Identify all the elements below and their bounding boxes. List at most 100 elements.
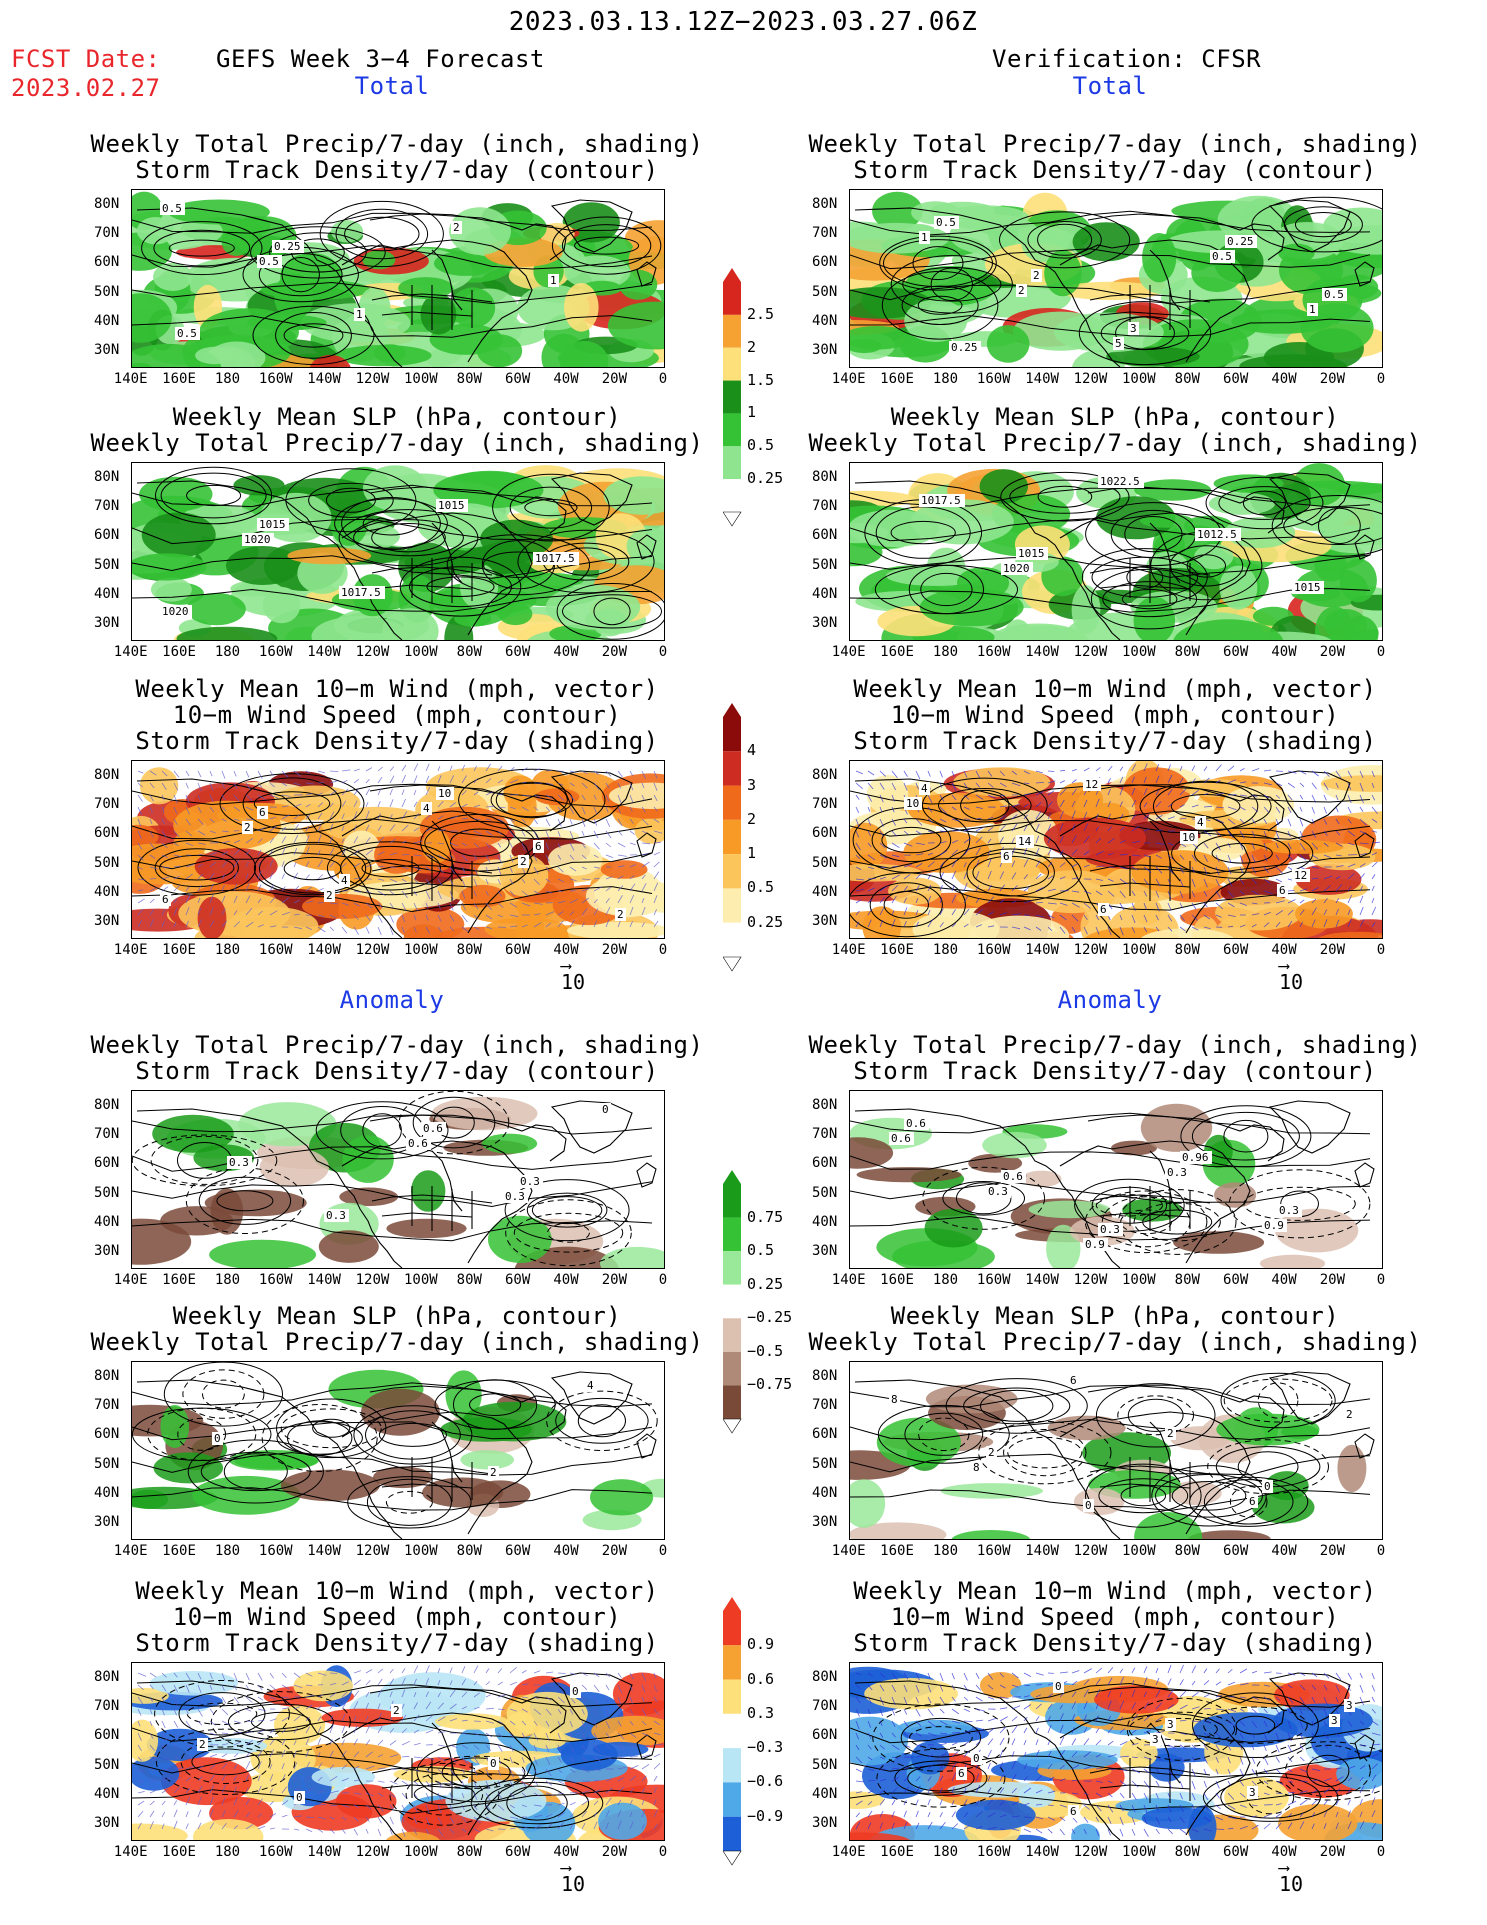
lon-tick: 100W [1121, 1272, 1156, 1288]
panel-title-la3-2: 10−m Wind Speed (mph, contour) [172, 1603, 622, 1631]
contour-label: 6 [1100, 903, 1107, 916]
legend-precip_total [722, 268, 743, 532]
legend-swatch [723, 413, 741, 447]
lon-tick: 140E [831, 942, 866, 958]
lon-tick: 40W [1271, 942, 1297, 958]
contour-label: 0.5 [1324, 288, 1344, 301]
contour-labels-rt1: 1 2 5 0.5 1 0.5 2 3 0.25 0.5 0.25 [919, 216, 1347, 354]
lon-tick: 80W [456, 942, 482, 958]
contour-label: 0.9 [1264, 1219, 1284, 1232]
reference-vector-value: 10 [1279, 1872, 1304, 1896]
reference-vector-value: 10 [561, 1872, 586, 1896]
legend-label: 0.5 [747, 1241, 775, 1260]
lon-tick: 40W [1271, 1543, 1297, 1559]
fcst-date-label: FCST Date: [11, 45, 161, 73]
legend-swatch [723, 1385, 741, 1419]
lon-tick: 40W [1271, 1272, 1297, 1288]
map-panel-rt3: 12 10 6 10 6 6 4 12 4 14 [849, 760, 1383, 939]
reference-vector: ⟶ 10 [1279, 958, 1303, 994]
lon-tick: 20W [601, 644, 628, 660]
contour-label: 4 [587, 1379, 594, 1392]
lat-tick: 30N [812, 342, 838, 358]
lon-tick: 100W [1121, 371, 1156, 387]
map-panel-lt2: 1020 1017.5 1015 1017.5 1020 1015 [131, 462, 665, 641]
contour-label: 10 [438, 787, 451, 800]
lat-tick: 80N [94, 469, 120, 485]
lon-tick: 0 [1376, 1272, 1386, 1288]
contour-label: 4 [921, 782, 928, 795]
lon-tick: 100W [1121, 1844, 1156, 1860]
lon-tick: 0 [1376, 644, 1386, 660]
lat-tick: 30N [94, 913, 120, 929]
lat-tick: 30N [94, 615, 120, 631]
lon-tick: 60W [505, 942, 531, 958]
lon-tick: 180 [214, 1272, 241, 1288]
legend-swatch [723, 1318, 741, 1352]
lon-tick: 80W [456, 371, 482, 387]
lat-tick: 60N [812, 1426, 838, 1443]
lon-tick: 180 [214, 942, 241, 958]
contour-labels-lt1: 0.5 0.5 1 2 1 0.5 0.25 [160, 202, 559, 340]
lat-tick: 60N [94, 825, 120, 842]
lat-tick: 70N [94, 1126, 120, 1143]
lon-tick: 120W [355, 644, 390, 660]
contour-label: 0 [214, 1432, 221, 1445]
shading-rt1 [850, 191, 1382, 367]
coastlines-lt1 [136, 199, 657, 367]
lon-tick: 100W [1121, 942, 1156, 958]
panel-title-rt1-2: Storm Track Density/7-day (contour) [853, 156, 1377, 184]
contour-label: 1017.5 [341, 586, 381, 599]
lon-tick: 140W [307, 1543, 341, 1559]
contour-label: 0 [1264, 1480, 1271, 1493]
lon-tick: 140E [831, 371, 866, 387]
contour-label: 1020 [162, 605, 189, 618]
lat-tick: 60N [94, 254, 120, 271]
map-svg-lt1: 0.5 0.5 1 2 1 0.5 0.25 [132, 191, 664, 367]
panel-title-lt1-1: Weekly Total Precip/7-day (inch, shading… [90, 130, 704, 158]
lat-tick: 60N [94, 1426, 120, 1443]
legend-swatch [723, 751, 741, 786]
map-svg-la3: 0 2 0 2 0 [132, 1665, 664, 1840]
legend-swatch [723, 1184, 741, 1218]
lon-tick: 140E [831, 1844, 866, 1860]
lon-tick: 120W [1073, 371, 1108, 387]
lon-tick: 80W [456, 1272, 482, 1288]
contour-label: 6 [259, 806, 266, 819]
lat-tick: 50N [94, 1184, 120, 1201]
lat-tick: 80N [94, 196, 120, 212]
contour-label: 8 [973, 1461, 980, 1474]
legend-swatch [723, 1251, 741, 1285]
lon-tick: 20W [601, 1543, 628, 1559]
legend-swatch [723, 717, 741, 752]
panel-title-ra3-1: Weekly Mean 10−m Wind (mph, vector) [853, 1577, 1377, 1605]
shading-la2 [132, 1369, 664, 1531]
lat-tick: 60N [812, 825, 838, 842]
legend-label: −0.75 [747, 1375, 793, 1394]
lon-tick: 20W [1319, 371, 1346, 387]
lon-tick: 180 [932, 942, 959, 958]
lon-tick: 60W [505, 371, 531, 387]
lon-tick: 100W [403, 1844, 438, 1860]
lon-tick: 140W [307, 942, 341, 958]
contour-label: 3 [1331, 1714, 1338, 1727]
contour-label: 0.5 [177, 327, 197, 340]
lon-tick: 120W [1073, 1543, 1108, 1559]
lon-tick: 100W [403, 644, 438, 660]
lon-tick: 20W [601, 371, 628, 387]
map-panel-la3: 0 2 0 2 0 [131, 1662, 665, 1841]
panel-title-la1-1: Weekly Total Precip/7-day (inch, shading… [90, 1031, 704, 1059]
contour-label: 4 [423, 802, 430, 815]
lat-tick: 50N [94, 283, 120, 300]
legend-label: 2 [747, 809, 757, 828]
map-svg-rt2: 1020 1022.5 1012.5 1015 1017.5 1015 [850, 463, 1382, 640]
legend-swatch [723, 1713, 741, 1749]
lon-tick: 160W [258, 942, 293, 958]
lon-tick: 140E [113, 1272, 148, 1288]
lon-tick: 140W [1025, 942, 1059, 958]
legend-label: −0.5 [747, 1341, 784, 1360]
contour-label: 0.3 [1100, 1223, 1120, 1236]
lon-tick: 160E [162, 644, 196, 660]
contour-label: 6 [1070, 1374, 1077, 1387]
lon-tick: 180 [214, 644, 241, 660]
lat-tick: 60N [812, 254, 838, 271]
